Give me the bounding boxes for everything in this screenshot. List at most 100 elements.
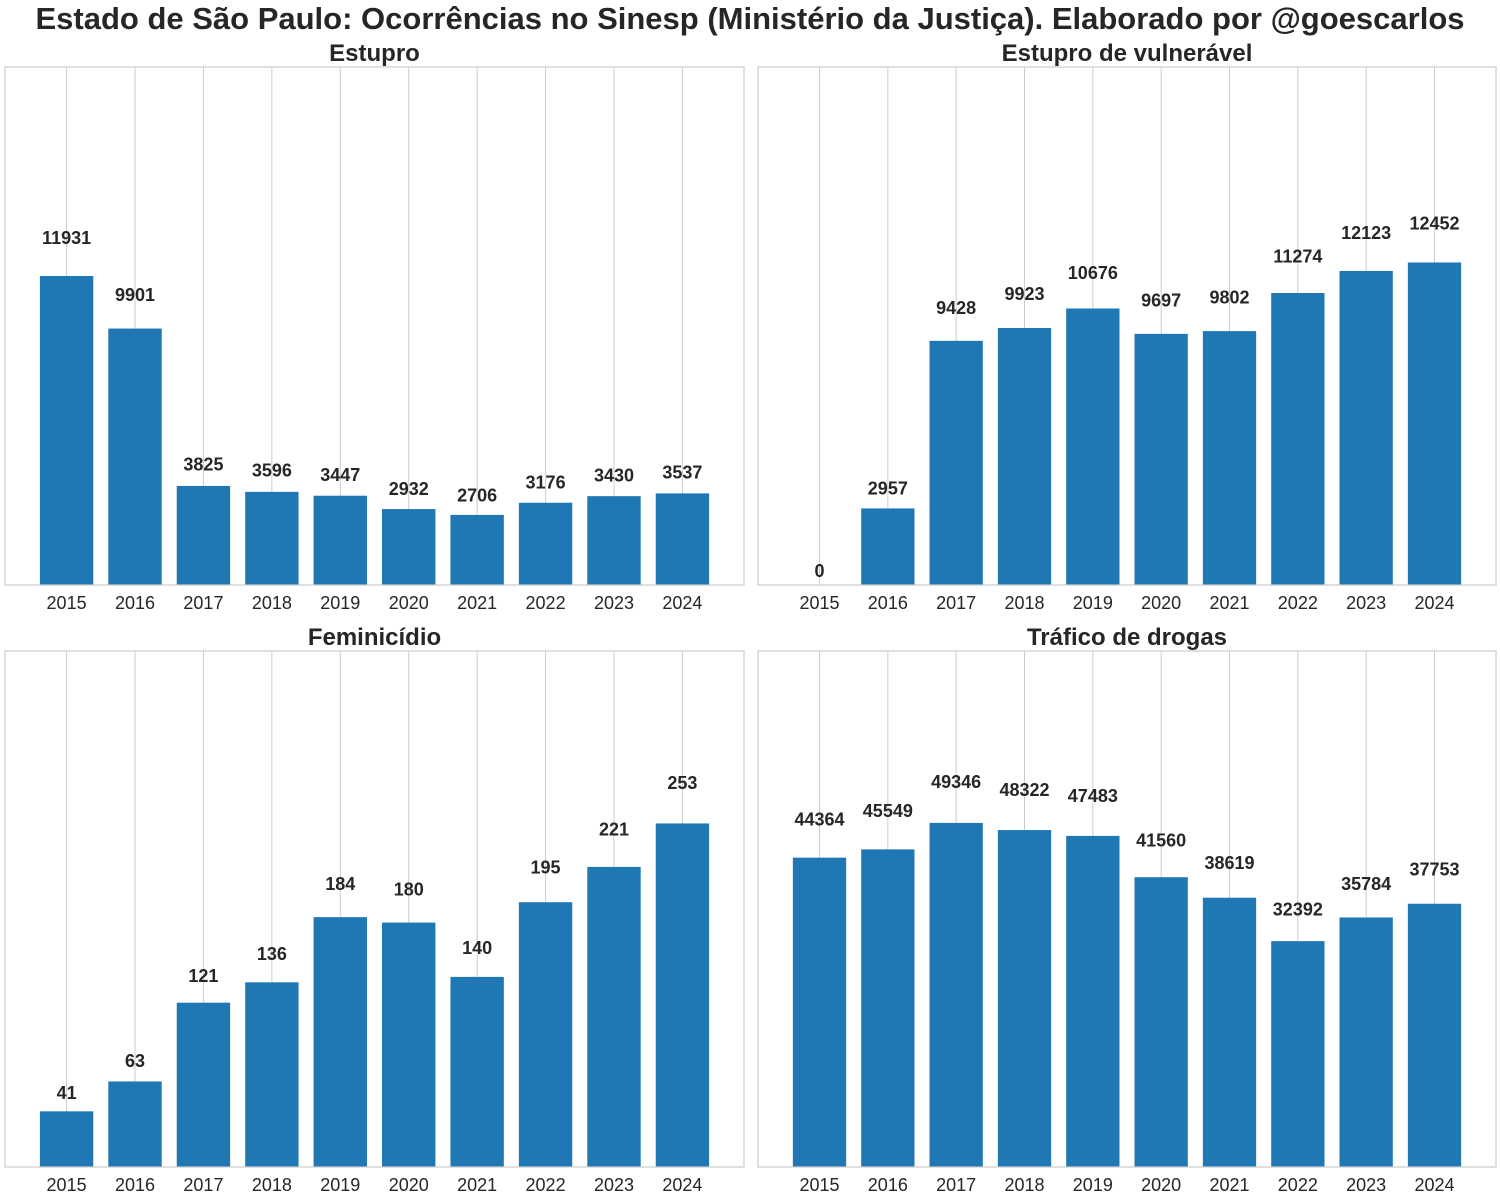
data-label: 195 — [531, 858, 561, 878]
data-label: 121 — [188, 966, 218, 986]
bar — [1407, 262, 1462, 585]
data-label: 48322 — [999, 780, 1049, 800]
x-tick-label: 2021 — [457, 1175, 497, 1195]
x-tick-label: 2017 — [936, 1175, 976, 1195]
data-label: 3537 — [662, 462, 702, 482]
data-label: 47483 — [1068, 786, 1118, 806]
x-tick-label: 2021 — [1209, 1175, 1249, 1195]
x-tick-label: 2022 — [1278, 593, 1318, 613]
data-label: 184 — [325, 874, 355, 894]
x-tick-label: 2015 — [47, 593, 87, 613]
bar — [245, 982, 299, 1167]
bar — [245, 491, 299, 585]
bar — [39, 1111, 94, 1167]
bar — [176, 485, 231, 585]
x-tick-label: 2021 — [457, 593, 497, 613]
data-label: 44364 — [794, 810, 844, 830]
x-tick-label: 2017 — [183, 593, 223, 613]
data-label: 3430 — [594, 465, 634, 485]
bar — [655, 493, 710, 585]
bar — [792, 857, 847, 1167]
bar — [1066, 308, 1120, 585]
data-label: 0 — [814, 561, 824, 581]
data-label: 3596 — [252, 461, 292, 481]
bar — [1271, 293, 1325, 585]
data-label: 253 — [667, 773, 697, 793]
bar — [997, 327, 1052, 585]
data-label: 37753 — [1409, 859, 1459, 879]
data-label: 41560 — [1136, 831, 1186, 851]
bar — [39, 275, 94, 585]
x-tick-label: 2021 — [1209, 593, 1249, 613]
data-label: 12452 — [1409, 214, 1459, 234]
x-tick-label: 2018 — [1004, 593, 1044, 613]
bar — [450, 514, 504, 585]
data-label: 221 — [599, 820, 629, 840]
x-tick-label: 2016 — [115, 593, 155, 613]
bar — [313, 917, 367, 1167]
data-label: 9697 — [1141, 290, 1181, 310]
bar — [1339, 917, 1393, 1167]
bar — [382, 922, 436, 1167]
bar — [861, 508, 915, 585]
data-label: 180 — [394, 880, 424, 900]
bar — [929, 340, 983, 585]
bar — [108, 328, 162, 585]
data-label: 11931 — [42, 228, 91, 248]
data-label: 45549 — [863, 801, 913, 821]
x-tick-label: 2019 — [1073, 1175, 1113, 1195]
data-label: 49346 — [931, 772, 981, 792]
bar — [450, 976, 504, 1167]
panel-title: Tráfico de drogas — [1027, 624, 1227, 651]
data-label: 9923 — [1004, 284, 1044, 304]
bar — [382, 509, 436, 585]
bar — [176, 1002, 231, 1167]
data-label: 63 — [125, 1051, 145, 1071]
x-tick-label: 2016 — [115, 1175, 155, 1195]
x-tick-label: 2023 — [1346, 593, 1386, 613]
data-label: 9802 — [1209, 288, 1249, 308]
x-tick-label: 2018 — [252, 1175, 292, 1195]
x-tick-label: 2022 — [526, 593, 566, 613]
x-tick-label: 2024 — [662, 593, 702, 613]
bar — [587, 866, 641, 1167]
data-label: 2932 — [389, 479, 429, 499]
x-tick-label: 2020 — [1141, 593, 1181, 613]
bar — [1066, 835, 1120, 1167]
bar — [1134, 877, 1188, 1167]
x-tick-label: 2020 — [1141, 1175, 1181, 1195]
bar — [1271, 941, 1325, 1167]
bar — [1202, 897, 1257, 1167]
x-tick-label: 2015 — [799, 1175, 839, 1195]
bar — [518, 502, 573, 585]
panel-title: Estupro — [329, 40, 420, 67]
data-label: 11274 — [1273, 246, 1322, 266]
bar — [997, 830, 1052, 1167]
data-label: 2957 — [868, 478, 908, 498]
bar — [313, 495, 367, 585]
x-tick-label: 2024 — [1414, 1175, 1454, 1195]
axes-frame — [4, 650, 745, 1168]
x-tick-label: 2024 — [662, 1175, 702, 1195]
axes-frame — [757, 66, 1497, 586]
data-label: 9428 — [936, 298, 976, 318]
bar — [655, 823, 710, 1167]
data-label: 3447 — [320, 465, 360, 485]
bar — [861, 849, 915, 1167]
x-tick-label: 2015 — [47, 1175, 87, 1195]
axes-frame — [4, 66, 745, 586]
x-tick-label: 2020 — [389, 1175, 429, 1195]
data-label: 136 — [257, 944, 287, 964]
data-label: 3176 — [526, 472, 566, 492]
x-tick-label: 2018 — [252, 593, 292, 613]
x-tick-label: 2022 — [526, 1175, 566, 1195]
bar — [1339, 271, 1393, 585]
data-label: 2706 — [457, 486, 497, 506]
bar — [1202, 331, 1257, 585]
bar — [1407, 903, 1462, 1167]
data-label: 12123 — [1341, 223, 1391, 243]
data-label: 3825 — [183, 454, 223, 474]
x-tick-label: 2023 — [594, 593, 634, 613]
panel-title: Estupro de vulnerável — [1002, 40, 1253, 67]
